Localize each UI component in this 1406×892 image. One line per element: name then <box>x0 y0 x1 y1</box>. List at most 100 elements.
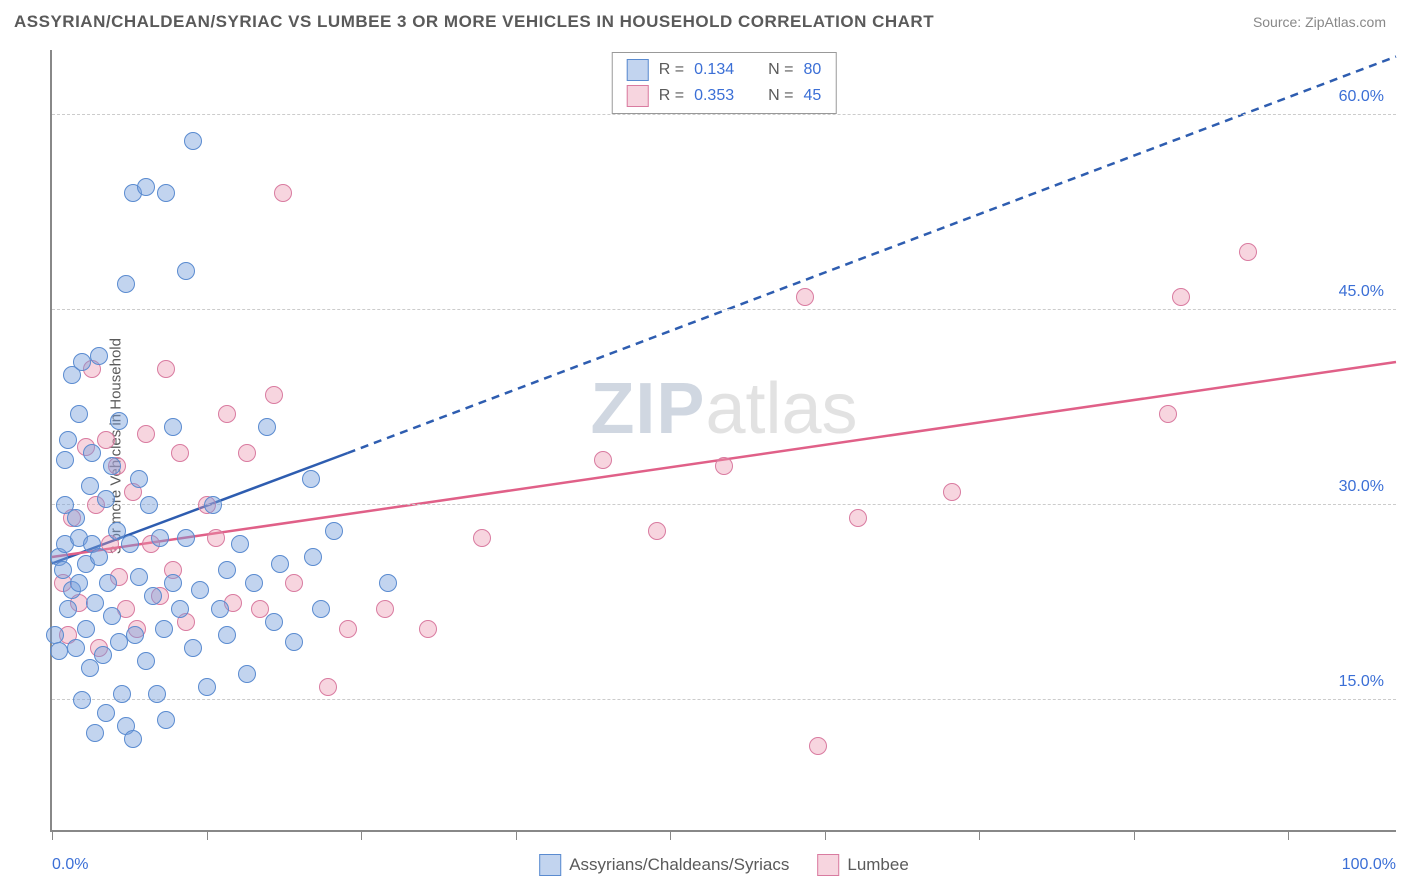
data-point <box>473 529 491 547</box>
data-point <box>137 652 155 670</box>
data-point <box>126 626 144 644</box>
gridline <box>52 504 1396 505</box>
data-point <box>648 522 666 540</box>
data-point <box>191 581 209 599</box>
data-point <box>113 685 131 703</box>
data-point <box>285 633 303 651</box>
y-tick-label: 15.0% <box>1339 673 1384 691</box>
data-point <box>302 470 320 488</box>
data-point <box>54 561 72 579</box>
regression-lines <box>52 50 1396 830</box>
data-point <box>796 288 814 306</box>
data-point <box>86 724 104 742</box>
y-tick-label: 60.0% <box>1339 88 1384 106</box>
data-point <box>137 178 155 196</box>
legend-swatch <box>627 59 649 81</box>
data-point <box>184 639 202 657</box>
data-point <box>376 600 394 618</box>
legend-n-value: 45 <box>803 87 821 105</box>
legend-r-label: R = <box>659 61 684 79</box>
y-tick-label: 30.0% <box>1339 478 1384 496</box>
data-point <box>137 425 155 443</box>
data-point <box>809 737 827 755</box>
plot-area: ZIPatlas R =0.134N =80R =0.353N =45 Assy… <box>50 50 1396 832</box>
data-point <box>81 477 99 495</box>
data-point <box>304 548 322 566</box>
series-legend: Assyrians/Chaldeans/Syriacs Lumbee <box>539 854 909 876</box>
data-point <box>97 704 115 722</box>
gridline <box>52 309 1396 310</box>
data-point <box>130 568 148 586</box>
data-point <box>325 522 343 540</box>
data-point <box>157 711 175 729</box>
data-point <box>339 620 357 638</box>
x-tick <box>207 830 208 840</box>
gridline <box>52 699 1396 700</box>
data-point <box>59 431 77 449</box>
x-tick <box>361 830 362 840</box>
data-point <box>103 457 121 475</box>
legend-swatch <box>627 85 649 107</box>
data-point <box>245 574 263 592</box>
data-point <box>218 626 236 644</box>
legend-item: Lumbee <box>817 854 908 876</box>
data-point <box>73 353 91 371</box>
data-point <box>218 405 236 423</box>
data-point <box>715 457 733 475</box>
watermark: ZIPatlas <box>590 368 857 450</box>
x-tick <box>979 830 980 840</box>
data-point <box>73 691 91 709</box>
data-point <box>218 561 236 579</box>
legend-label: Assyrians/Chaldeans/Syriacs <box>569 855 789 875</box>
legend-item: Assyrians/Chaldeans/Syriacs <box>539 854 789 876</box>
data-point <box>312 600 330 618</box>
data-point <box>121 535 139 553</box>
data-point <box>319 678 337 696</box>
data-point <box>164 574 182 592</box>
legend-n-label: N = <box>768 87 793 105</box>
stats-legend: R =0.134N =80R = 0.353 N = 45 <box>612 52 837 114</box>
data-point <box>97 431 115 449</box>
data-point <box>274 184 292 202</box>
x-axis-label: 0.0% <box>52 856 88 874</box>
x-tick <box>825 830 826 840</box>
y-tick-label: 45.0% <box>1339 283 1384 301</box>
data-point <box>419 620 437 638</box>
chart-title: ASSYRIAN/CHALDEAN/SYRIAC VS LUMBEE 3 OR … <box>14 12 934 32</box>
data-point <box>90 347 108 365</box>
data-point <box>157 184 175 202</box>
data-point <box>77 620 95 638</box>
legend-row: R =0.134N =80 <box>627 57 822 83</box>
x-tick <box>670 830 671 840</box>
legend-r-value: 0.353 <box>694 87 734 105</box>
data-point <box>265 386 283 404</box>
x-tick <box>52 830 53 840</box>
data-point <box>177 529 195 547</box>
data-point <box>83 444 101 462</box>
data-point <box>70 405 88 423</box>
data-point <box>70 574 88 592</box>
data-point <box>943 483 961 501</box>
data-point <box>94 646 112 664</box>
data-point <box>148 685 166 703</box>
data-point <box>265 613 283 631</box>
data-point <box>110 412 128 430</box>
data-point <box>1159 405 1177 423</box>
x-axis-label: 100.0% <box>1342 856 1396 874</box>
chart-source: Source: ZipAtlas.com <box>1253 14 1386 30</box>
x-tick <box>516 830 517 840</box>
gridline <box>52 114 1396 115</box>
data-point <box>124 730 142 748</box>
data-point <box>238 665 256 683</box>
data-point <box>258 418 276 436</box>
data-point <box>171 444 189 462</box>
data-point <box>67 509 85 527</box>
data-point <box>594 451 612 469</box>
legend-n-value: 80 <box>803 61 821 79</box>
data-point <box>97 490 115 508</box>
data-point <box>90 548 108 566</box>
data-point <box>59 600 77 618</box>
data-point <box>271 555 289 573</box>
data-point <box>238 444 256 462</box>
data-point <box>849 509 867 527</box>
